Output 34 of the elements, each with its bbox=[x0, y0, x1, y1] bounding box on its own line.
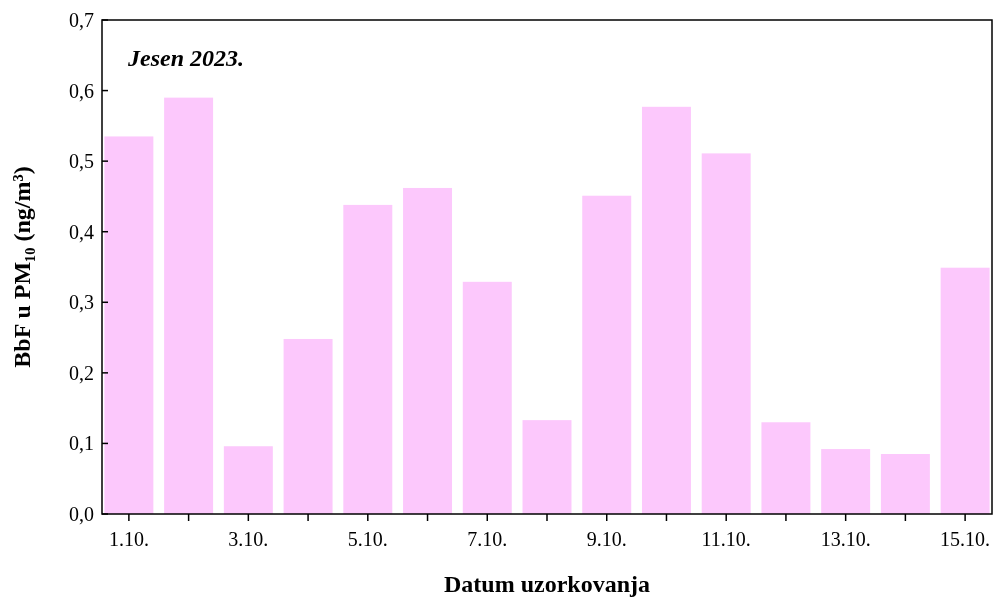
bar bbox=[403, 187, 453, 514]
x-tick-label: 5.10. bbox=[347, 528, 388, 550]
x-tick-label: 15.10. bbox=[940, 528, 991, 550]
bar bbox=[641, 106, 691, 514]
bar bbox=[880, 454, 930, 514]
y-tick-label: 0,1 bbox=[69, 432, 94, 455]
x-tick-label: 7.10. bbox=[467, 528, 508, 550]
x-tick-label: 1.10. bbox=[108, 528, 149, 550]
x-tick-label: 3.10. bbox=[228, 528, 269, 550]
y-tick-label: 0,7 bbox=[69, 9, 94, 31]
bar bbox=[223, 446, 273, 514]
bar bbox=[522, 420, 572, 514]
x-tick-label: 13.10. bbox=[820, 528, 871, 550]
bar bbox=[104, 136, 154, 514]
y-tick-label: 0,5 bbox=[69, 150, 94, 173]
y-tick-label: 0,2 bbox=[69, 361, 94, 384]
annotation: Jesen 2023. bbox=[127, 45, 244, 71]
bar bbox=[462, 281, 512, 514]
bar bbox=[582, 195, 632, 514]
bar bbox=[343, 204, 393, 514]
bar bbox=[761, 422, 811, 514]
bar bbox=[283, 338, 333, 514]
bar bbox=[940, 267, 990, 514]
y-axis-title: BbF u PM₁₀ (ng/m³) bbox=[9, 166, 35, 368]
bar bbox=[821, 449, 871, 514]
x-axis-title: Datum uzorkovanja bbox=[443, 571, 651, 597]
y-tick-label: 0,6 bbox=[69, 79, 94, 102]
bar bbox=[164, 97, 214, 514]
x-tick-label: 9.10. bbox=[586, 528, 627, 550]
y-tick-label: 0,4 bbox=[69, 220, 94, 243]
y-tick-label: 0,0 bbox=[69, 503, 94, 525]
bar bbox=[701, 153, 751, 514]
x-tick-label: 11.10. bbox=[701, 528, 751, 550]
y-tick-label: 0,3 bbox=[69, 291, 94, 314]
